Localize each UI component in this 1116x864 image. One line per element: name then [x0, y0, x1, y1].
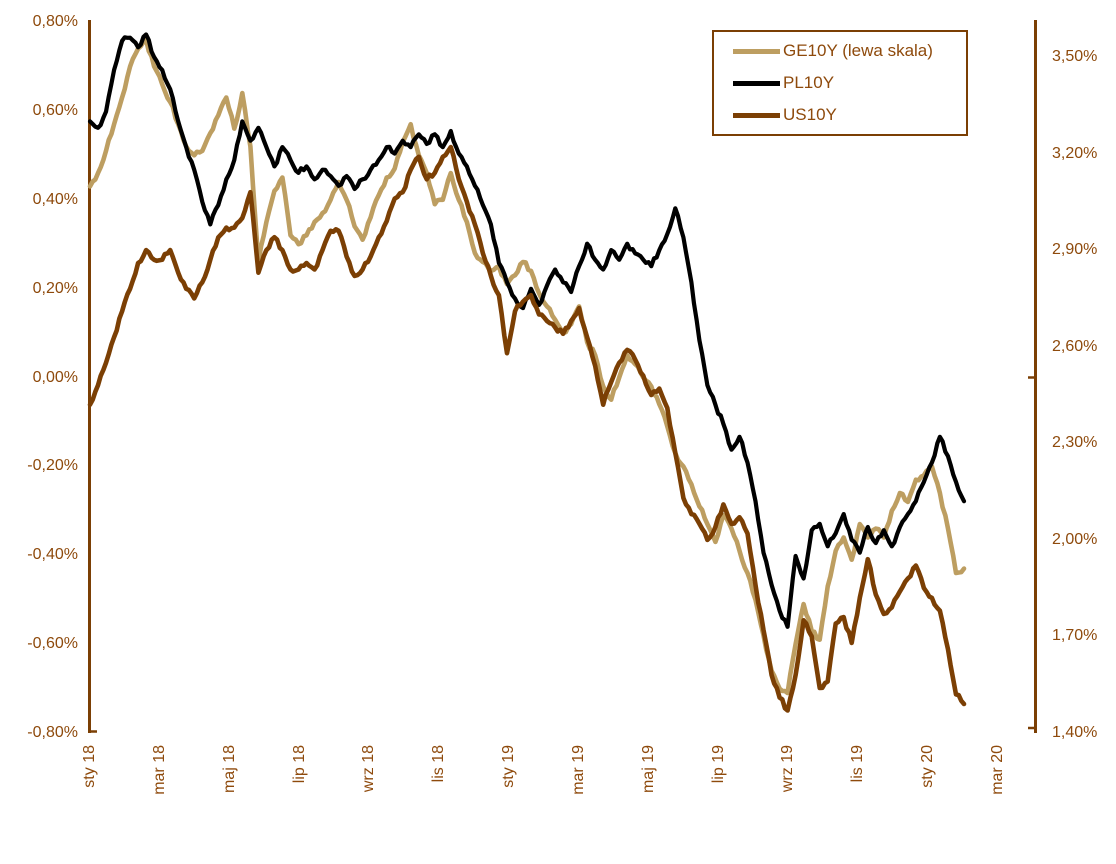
us10y-line: [87, 144, 967, 713]
x-axis-tick-label: lis 19: [849, 745, 866, 783]
legend-label-pl10y: PL10Y: [783, 73, 835, 92]
left-axis-tick-label: 0,80%: [32, 13, 78, 30]
x-axis-tick-label: lis 18: [430, 745, 447, 783]
x-axis-tick-label: maj 19: [640, 745, 657, 794]
x-axis-tick-label: lip 19: [710, 745, 727, 784]
ge10y-line: [87, 37, 967, 696]
left-axis-tick-label: -0,20%: [27, 457, 78, 474]
legend: GE10Y (lewa skala) PL10Y US10Y: [712, 30, 968, 136]
right-axis-tick-label: 3,20%: [1052, 145, 1098, 162]
x-axis-tick-label: mar 20: [989, 745, 1006, 795]
legend-item-us10y: US10Y: [714, 105, 966, 125]
x-axis-tick-label: mar 19: [570, 745, 587, 795]
right-axis-tick-label: 1,70%: [1052, 627, 1098, 644]
left-axis-tick-label: -0,40%: [27, 546, 78, 563]
left-axis-tick-label: 0,00%: [32, 369, 78, 386]
left-axis-tick-label: -0,80%: [27, 724, 78, 741]
left-axis-tick-label: 0,20%: [32, 280, 78, 297]
x-axis-tick-label: wrz 19: [779, 745, 796, 793]
right-axis-tick-label: 3,50%: [1052, 48, 1098, 65]
left-axis-tick-label: -0,60%: [27, 635, 78, 652]
x-axis-tick-label: lip 18: [291, 745, 308, 784]
legend-item-pl10y: PL10Y: [714, 73, 966, 93]
x-axis-tick-label: mar 18: [151, 745, 168, 795]
x-axis-tick-label: wrz 18: [360, 745, 377, 793]
legend-item-ge10y: GE10Y (lewa skala): [714, 41, 966, 61]
right-axis-tick-label: 2,60%: [1052, 338, 1098, 355]
legend-label-ge10y: GE10Y (lewa skala): [783, 41, 933, 60]
right-axis-tick-label: 2,90%: [1052, 241, 1098, 258]
pl10y-line-swatch: [733, 80, 780, 86]
x-axis-tick-label: maj 18: [221, 745, 238, 794]
legend-label-us10y: US10Y: [783, 105, 837, 124]
left-axis-tick-label: 0,60%: [32, 102, 78, 119]
x-axis-tick-label: sty 19: [500, 745, 517, 788]
x-axis-tick-label: sty 18: [81, 745, 98, 788]
right-axis-tick-label: 2,30%: [1052, 434, 1098, 451]
right-axis-tick-label: 1,40%: [1052, 724, 1098, 741]
ge10y-line-swatch: [733, 48, 780, 54]
us10y-line-swatch: [733, 112, 780, 118]
left-axis-tick-label: 0,40%: [32, 191, 78, 208]
x-axis-tick-label: sty 20: [919, 745, 936, 788]
right-axis-tick-label: 2,00%: [1052, 531, 1098, 548]
